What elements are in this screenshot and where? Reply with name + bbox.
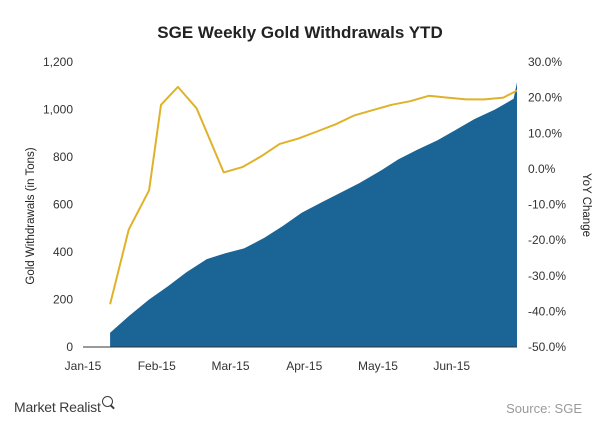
- y2-tick-label: -50.0%: [528, 340, 566, 354]
- x-tick-label: Mar-15: [211, 359, 249, 373]
- withdrawals-area: [110, 82, 517, 347]
- y2-tick-label: 30.0%: [528, 55, 562, 69]
- y2-tick-label: -40.0%: [528, 304, 566, 318]
- x-tick-label: May-15: [358, 359, 398, 373]
- y-tick-label: 400: [53, 245, 73, 259]
- y-tick-label: 200: [53, 293, 73, 307]
- y-tick-label: 600: [53, 198, 73, 212]
- brand-name: Market Realist: [14, 399, 101, 415]
- y-tick-label: 0: [66, 340, 73, 354]
- x-tick-label: Jan-15: [65, 359, 102, 373]
- y-axis-left-label: Gold Withdrawals (in Tons): [25, 147, 37, 284]
- y2-tick-label: -10.0%: [528, 198, 566, 212]
- y2-tick-label: 20.0%: [528, 91, 562, 105]
- y2-tick-label: -30.0%: [528, 269, 566, 283]
- y-tick-label: 1,200: [43, 55, 73, 69]
- y2-tick-label: -20.0%: [528, 233, 566, 247]
- area-points: [110, 98, 514, 333]
- y-axis-left-ticks: 0 200 400 600 800 1,000 1,200: [43, 55, 73, 354]
- y-tick-label: 1,000: [43, 103, 73, 117]
- y2-tick-label: 0.0%: [528, 162, 556, 176]
- y2-tick-label: 10.0%: [528, 126, 562, 140]
- x-tick-label: Feb-15: [138, 359, 176, 373]
- magnifier-icon: [101, 396, 113, 407]
- source-note: Source: SGE: [506, 401, 582, 416]
- chart-title: SGE Weekly Gold Withdrawals YTD: [157, 23, 442, 42]
- x-tick-label: Apr-15: [286, 359, 322, 373]
- x-tick-label: Jun-15: [433, 359, 470, 373]
- y-axis-right-label: YoY Change: [580, 173, 592, 237]
- y-axis-right-ticks: -50.0% -40.0% -30.0% -20.0% -10.0% 0.0% 10.0% 2…: [528, 55, 566, 354]
- y-tick-label: 800: [53, 150, 73, 164]
- yoy-points: [110, 86, 518, 305]
- brand-logo: Market Realist: [14, 396, 113, 415]
- x-axis-ticks: Jan-15 Feb-15 Mar-15 Apr-15 May-15 Jun-15: [65, 359, 471, 373]
